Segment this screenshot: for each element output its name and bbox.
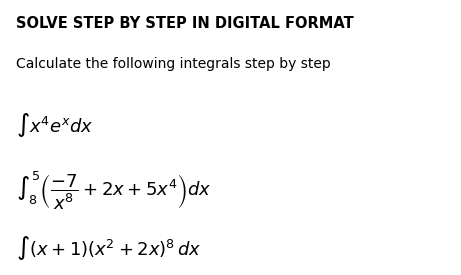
Text: $\int x^4e^x dx$: $\int x^4e^x dx$ — [17, 111, 94, 139]
Text: $\int_8^5 \left(\dfrac{-7}{x^8} + 2x + 5x^4\right) dx$: $\int_8^5 \left(\dfrac{-7}{x^8} + 2x + 5… — [17, 170, 212, 212]
Text: $\int (x + 1)(x^2 + 2x)^8 \, dx$: $\int (x + 1)(x^2 + 2x)^8 \, dx$ — [17, 235, 202, 263]
Text: Calculate the following integrals step by step: Calculate the following integrals step b… — [17, 57, 331, 71]
Text: SOLVE STEP BY STEP IN DIGITAL FORMAT: SOLVE STEP BY STEP IN DIGITAL FORMAT — [17, 16, 354, 31]
